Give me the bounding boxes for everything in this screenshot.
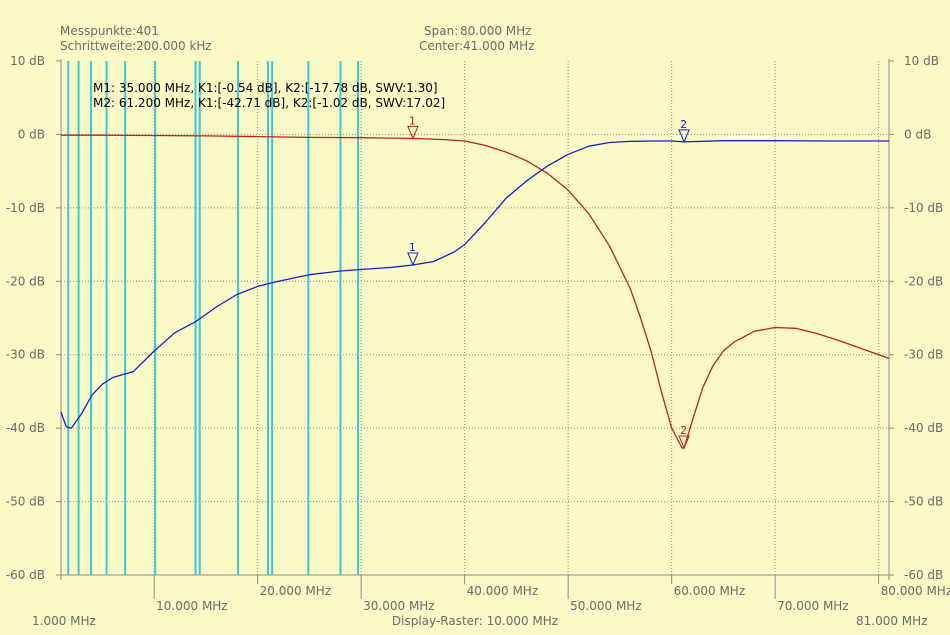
x-tick-label: 20.000 MHz: [260, 584, 331, 598]
marker-label: 1: [409, 241, 416, 254]
y-tick-label-right: -30 dB: [904, 348, 943, 362]
series-line-k1: [61, 134, 890, 449]
center-label: Center:: [419, 39, 463, 53]
x-tick-label: 50.000 MHz: [570, 599, 641, 613]
y-tick-label-left: -60 dB: [6, 568, 45, 582]
x-tick-label: 70.000 MHz: [777, 599, 848, 613]
series: [60, 134, 890, 449]
series-line-k2: [60, 140, 889, 429]
y-tick-label-left: -20 dB: [6, 274, 45, 288]
display-raster: Display-Raster: 10.000 MHz: [392, 614, 558, 628]
marker-label: 2: [680, 118, 687, 131]
y-tick-label-right: -10 dB: [904, 201, 943, 215]
marker-label: 2: [680, 424, 687, 437]
x-tick-label: 60.000 MHz: [674, 584, 745, 598]
y-tick-label-right: -60 dB: [904, 568, 943, 582]
marker-2-k1: [678, 435, 690, 450]
stop-frequency: 81.000 MHz: [856, 614, 927, 628]
marker-2-readout: M2: 61.200 MHz, K1:[-42.71 dB], K2:[-1.0…: [93, 96, 445, 110]
x-tick-label: 80.000 MHz: [881, 584, 950, 598]
step-value: 200.000 kHz: [136, 39, 212, 53]
x-tick-label: 40.000 MHz: [467, 584, 538, 598]
y-tick-label-right: 10 dB: [904, 54, 939, 68]
y-tick-label-left: -40 dB: [6, 421, 45, 435]
y-tick-label-right: -40 dB: [904, 421, 943, 435]
marker-1-k1: [407, 125, 419, 140]
y-tick-label-right: 0 dB: [904, 127, 931, 141]
y-tick-label-left: 10 dB: [10, 54, 45, 68]
y-tick-label-left: 0 dB: [18, 127, 45, 141]
y-axis-right: 10 dB 0 dB -10 dB -20 dB -30 dB -40 dB -50 dB -…: [889, 54, 943, 582]
y-tick-label-left: -10 dB: [6, 201, 45, 215]
marker-1-readout: M1: 35.000 MHz, K1:[-0.54 dB], K2:[-17.7…: [93, 81, 438, 95]
start-frequency: 1.000 MHz: [32, 614, 96, 628]
highlight-lines: [67, 61, 360, 575]
span-label: Span:: [424, 24, 458, 38]
span-value: 80.000 MHz: [460, 24, 531, 38]
plot-frame: [60, 59, 890, 580]
markers: 1 1 2 2: [407, 114, 690, 450]
center-value: 41.000 MHz: [463, 39, 534, 53]
x-tick-label: 10.000 MHz: [156, 599, 227, 613]
y-tick-label-left: -50 dB: [6, 495, 45, 509]
marker-1-k2: [407, 252, 419, 267]
y-tick-label-right: -50 dB: [904, 495, 943, 509]
y-axis-left: 10 dB 0 dB -10 dB -20 dB -30 dB -40 dB -50 dB -…: [6, 54, 61, 582]
y-tick-label-left: -30 dB: [6, 348, 45, 362]
points-label: Messpunkte:: [60, 24, 136, 38]
points-value: 401: [136, 24, 159, 38]
step-label: Schrittweite:: [60, 39, 136, 53]
marker-label: 1: [409, 114, 416, 127]
x-tick-label: 30.000 MHz: [363, 599, 434, 613]
x-axis: 10.000 MHz 20.000 MHz 30.000 MHz 40.000 MHz…: [153, 575, 950, 613]
y-tick-label-right: -20 dB: [904, 274, 943, 288]
marker-2-k2: [678, 129, 690, 144]
grid: [61, 61, 889, 575]
